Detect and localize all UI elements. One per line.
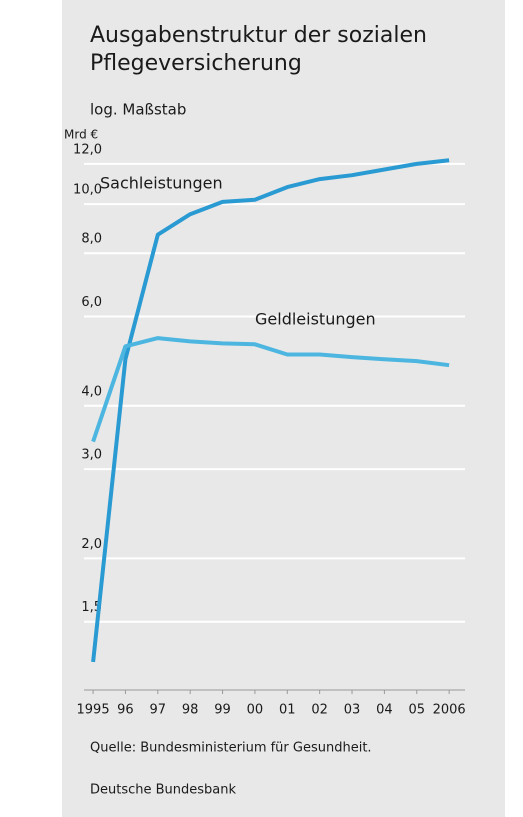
source: Quelle: Bundesministerium für Gesundheit… — [90, 741, 372, 756]
x-tick-label: 01 — [279, 703, 296, 718]
series-label: Geldleistungen — [255, 310, 376, 329]
x-tick-label: 1995 — [77, 703, 110, 718]
y-tick-label: 6,0 — [81, 295, 102, 310]
series-line — [91, 158, 450, 663]
publisher: Deutsche Bundesbank — [90, 783, 237, 798]
x-tick-label: 03 — [344, 703, 361, 718]
x-tick-label: 05 — [408, 703, 425, 718]
x-tick-label: 98 — [182, 703, 199, 718]
y-tick-label: 12,0 — [73, 142, 102, 157]
series-line — [91, 336, 450, 443]
panel — [62, 0, 505, 817]
x-tick-label: 99 — [214, 703, 231, 718]
series-label: Sachleistungen — [100, 174, 223, 193]
chart-title: Ausgabenstruktur der sozialen Pflegeversi… — [90, 23, 427, 76]
x-tick-label: 00 — [247, 703, 264, 718]
y-tick-label: 3,0 — [81, 448, 102, 463]
y-tick-label: 10,0 — [73, 183, 102, 198]
y-tick-label: 2,0 — [81, 537, 102, 552]
x-tick-label: 97 — [150, 703, 167, 718]
subtitle: log. Maßstab — [90, 101, 186, 119]
x-tick-label: 02 — [311, 703, 328, 718]
x-tick-label: 2006 — [433, 703, 466, 718]
y-tick-label: 4,0 — [81, 384, 102, 399]
y-tick-label: 8,0 — [81, 232, 102, 247]
y-axis-label: Mrd € — [64, 128, 98, 142]
x-tick-label: 04 — [376, 703, 393, 718]
x-tick-label: 96 — [117, 703, 134, 718]
